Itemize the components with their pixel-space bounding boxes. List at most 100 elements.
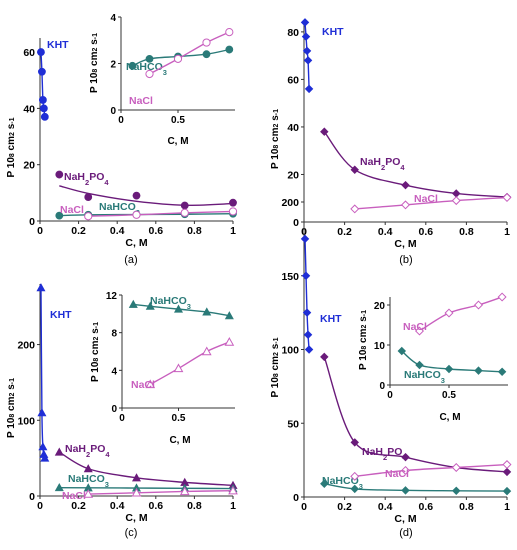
data-point-KHT <box>301 32 311 41</box>
x-tick-label: 0 <box>387 390 393 401</box>
data-point-NaHCO3 <box>401 486 410 495</box>
data-point-KHT <box>40 112 49 121</box>
data-point-NaH2PO4 <box>132 191 141 200</box>
y-tick-label: 10 <box>374 341 386 352</box>
series-label-KHT: KHT <box>47 39 69 51</box>
data-point-NaHCO3 <box>452 486 461 496</box>
data-point-KHT <box>38 96 47 104</box>
x-tick-label: 0.5 <box>171 115 185 126</box>
fit-line-NaH2PO4 <box>59 185 234 206</box>
x-tick-label: 0.4 <box>110 500 125 512</box>
y-tick-label: 20 <box>287 169 299 181</box>
x-tick-label: 1 <box>230 225 236 237</box>
y-tick-label: 8 <box>111 329 117 340</box>
x-tick-label: 0.4 <box>110 225 125 237</box>
data-point-NaCl <box>400 465 411 475</box>
x-tick-label: 0.5 <box>442 390 456 401</box>
series-label-NaCl: NaCl <box>131 379 155 391</box>
x-tick-label: 0.5 <box>172 413 186 424</box>
data-point-NaHCO3 <box>145 54 154 63</box>
data-point-KHT <box>36 283 46 292</box>
x-axis-label: C, M <box>125 512 147 524</box>
data-point-NaH2PO4 <box>320 127 329 136</box>
data-point-NaCl <box>451 196 461 206</box>
data-point-NaHCO3 <box>320 479 329 488</box>
data-point-NaCl <box>502 193 512 203</box>
data-point-NaCl <box>451 462 461 473</box>
series-label-NaHCO3: NaHCO3 <box>126 61 167 77</box>
panel-caption: (a) <box>124 254 137 266</box>
x-tick-label: 1 <box>504 501 510 513</box>
data-point-KHT <box>304 84 314 94</box>
fit-line-NaH2PO4 <box>323 131 508 198</box>
series-label-NaCl: NaCl <box>60 204 84 216</box>
series-label-NaH2PO4: NaH2PO4 <box>360 156 405 172</box>
series-NaHCO3: NaHCO3 <box>320 475 512 496</box>
x-tick-label: 0.6 <box>148 225 163 237</box>
data-point-KHT <box>302 46 312 56</box>
data-point-NaCl <box>228 485 238 495</box>
x-tick-label: 0.4 <box>378 226 393 238</box>
inset-background <box>362 289 514 417</box>
y-tick-label: 40 <box>23 103 35 115</box>
series-label-NaHCO3: NaHCO3 <box>68 473 109 489</box>
y-tick-label: 50 <box>287 418 299 430</box>
x-tick-label: 0.8 <box>459 501 474 513</box>
y-tick-label: 100 <box>281 345 299 357</box>
data-point-NaHCO3 <box>350 484 359 494</box>
data-point-NaCl <box>473 300 484 310</box>
x-tick-label: 0.2 <box>71 225 86 237</box>
fit-line-NaCl <box>88 490 234 495</box>
y-axis-label: P 108 cm2 s-1 <box>89 33 100 93</box>
data-point-NaHCO3 <box>497 367 507 377</box>
fit-line-NaCl <box>354 196 508 210</box>
data-point-NaH2PO4 <box>83 464 93 473</box>
data-point-NaHCO3 <box>55 211 64 220</box>
panel-a: 00.20.40.60.810204060KHTNaH2PO4NaHCO3NaC… <box>6 9 241 266</box>
data-point-NaH2PO4 <box>180 201 189 210</box>
fit-line-KHT <box>304 22 310 89</box>
series-NaHCO3: NaHCO3 <box>128 295 234 320</box>
y-tick-label: 60 <box>23 47 35 59</box>
data-point-NaCl <box>228 207 238 216</box>
series-KHT: KHT <box>36 283 72 462</box>
fit-line-NaCl <box>354 463 508 478</box>
data-point-NaHCO3 <box>128 299 138 308</box>
y-tick-label: 100 <box>17 415 35 427</box>
x-tick-label: 0.4 <box>378 501 393 513</box>
data-point-NaCl <box>83 489 94 498</box>
x-tick-label: 0.8 <box>187 225 202 237</box>
data-point-NaHCO3 <box>202 307 212 316</box>
data-point-NaHCO3 <box>128 61 137 70</box>
data-point-NaHCO3 <box>173 304 184 313</box>
data-point-NaHCO3 <box>474 366 483 375</box>
series-KHT: KHT <box>300 234 342 354</box>
data-point-KHT <box>37 408 47 417</box>
inset-x-axis-label: C, M <box>167 136 188 147</box>
data-point-KHT <box>301 271 311 280</box>
data-point-KHT <box>38 67 46 76</box>
series-NaHCO3: NaHCO3 <box>397 346 507 385</box>
y-tick-label: 20 <box>374 301 386 312</box>
data-point-NaCl <box>179 486 190 496</box>
y-axis-label: P 108 cm2 s-1 <box>90 322 101 382</box>
x-tick-label: 1 <box>504 226 510 238</box>
data-point-NaH2PO4 <box>350 438 359 447</box>
fit-line-NaCl <box>149 31 230 75</box>
fit-line-NaCl <box>88 210 234 217</box>
data-point-NaH2PO4 <box>350 165 359 174</box>
y-axis-label: P 108 cm2 s-1 <box>358 310 369 370</box>
data-point-NaH2PO4 <box>84 193 93 201</box>
x-tick-label: 0.2 <box>337 226 352 238</box>
x-tick-label: 0.2 <box>337 501 352 513</box>
panel-c: 0 0.2 0.4 0.6 0.8 10100200KHTNaH2PO4NaHCO3NaC… <box>6 283 241 539</box>
y-tick-label: 0 <box>379 381 385 392</box>
series-label-NaCl: NaCl <box>62 490 86 502</box>
data-point-NaHCO3 <box>202 50 211 59</box>
data-point-NaHCO3 <box>502 486 512 496</box>
x-axis-label: C, M <box>394 238 416 250</box>
y-tick-label: 200 <box>281 197 299 209</box>
fit-line-NaCl <box>419 296 503 332</box>
series-NaH2PO4: NaH2PO4 <box>320 127 512 202</box>
